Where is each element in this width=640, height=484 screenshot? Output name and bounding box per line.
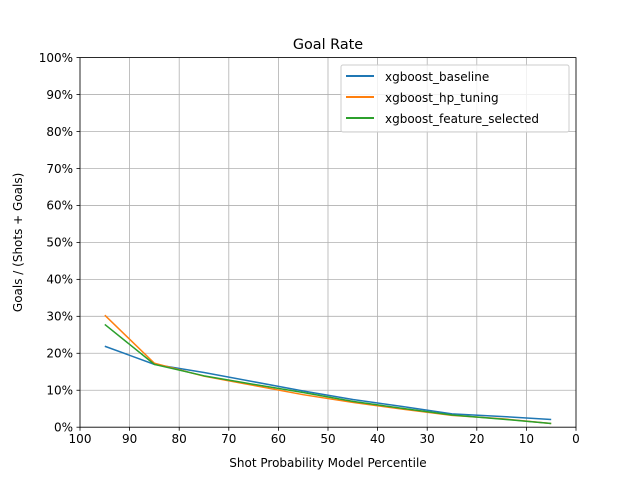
legend-label-hp-tuning: xgboost_hp_tuning xyxy=(385,91,499,105)
y-tick-label: 0% xyxy=(54,421,73,435)
y-tick-label: 100% xyxy=(39,51,73,65)
x-tick-label: 30 xyxy=(420,432,435,446)
x-tick-label: 90 xyxy=(122,432,137,446)
x-axis-ticks: 100 90 80 70 60 50 40 30 20 10 0 xyxy=(69,427,580,446)
chart-title: Goal Rate xyxy=(293,37,363,53)
y-tick-label: 40% xyxy=(46,273,73,287)
series-lines xyxy=(104,314,552,425)
legend-label-feature-selected: xgboost_feature_selected xyxy=(385,112,539,126)
y-tick-label: 90% xyxy=(46,88,73,102)
series-line-xgboost_baseline xyxy=(104,345,552,421)
x-axis-label: Shot Probability Model Percentile xyxy=(229,456,426,470)
y-axis-ticks: 0% 10% 20% 30% 40% 50% 60% 70% 80% 90% 100% xyxy=(39,51,80,435)
x-tick-label: 40 xyxy=(370,432,385,446)
x-tick-label: 50 xyxy=(320,432,335,446)
y-tick-label: 30% xyxy=(46,310,73,324)
y-tick-label: 70% xyxy=(46,162,73,176)
legend-label-baseline: xgboost_baseline xyxy=(385,70,489,84)
x-tick-label: 60 xyxy=(271,432,286,446)
legend: xgboost_baseline xgboost_hp_tuning xgboo… xyxy=(340,64,570,133)
y-axis-label: Goals / (Shots + Goals) xyxy=(11,173,25,312)
legend-box xyxy=(340,64,570,133)
y-tick-label: 10% xyxy=(46,384,73,398)
y-tick-label: 60% xyxy=(46,199,73,213)
y-tick-label: 20% xyxy=(46,347,73,361)
x-tick-label: 20 xyxy=(469,432,484,446)
x-tick-label: 80 xyxy=(172,432,187,446)
y-tick-label: 50% xyxy=(46,236,73,250)
x-tick-label: 0 xyxy=(572,432,580,446)
series-line-xgboost_feature_selected xyxy=(104,323,552,425)
x-tick-label: 10 xyxy=(519,432,534,446)
x-tick-label: 100 xyxy=(69,432,92,446)
x-tick-label: 70 xyxy=(221,432,236,446)
y-tick-label: 80% xyxy=(46,125,73,139)
